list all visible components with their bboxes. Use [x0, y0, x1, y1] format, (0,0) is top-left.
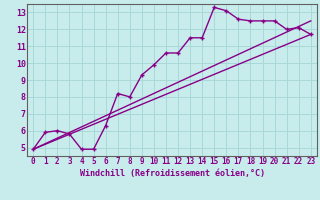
- X-axis label: Windchill (Refroidissement éolien,°C): Windchill (Refroidissement éolien,°C): [79, 169, 265, 178]
